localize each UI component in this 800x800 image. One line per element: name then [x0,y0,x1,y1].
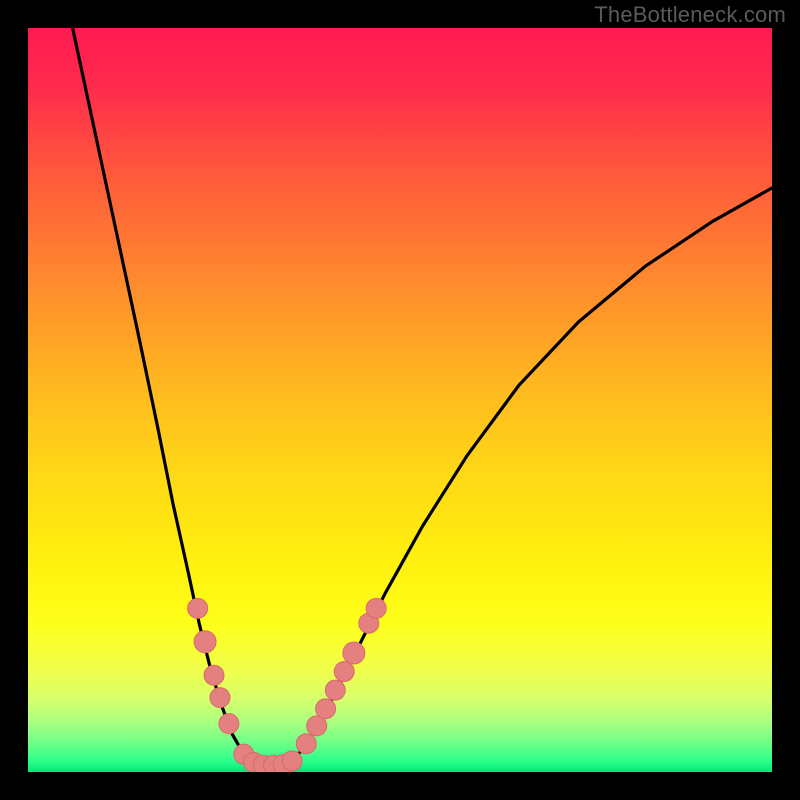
curve-layer [28,28,772,772]
bottleneck-chart: TheBottleneck.com [0,0,800,800]
bottleneck-curve [73,28,772,765]
data-marker [296,734,316,754]
data-marker [282,751,302,771]
data-marker [219,714,239,734]
data-marker [194,631,216,653]
data-marker [316,699,336,719]
data-marker [188,598,208,618]
data-marker [325,680,345,700]
plot-area [28,28,772,772]
data-marker [343,642,365,664]
data-marker [210,688,230,708]
data-marker [334,662,354,682]
watermark-text: TheBottleneck.com [594,2,786,28]
data-marker [204,665,224,685]
data-marker [366,598,386,618]
marker-group [188,598,387,772]
